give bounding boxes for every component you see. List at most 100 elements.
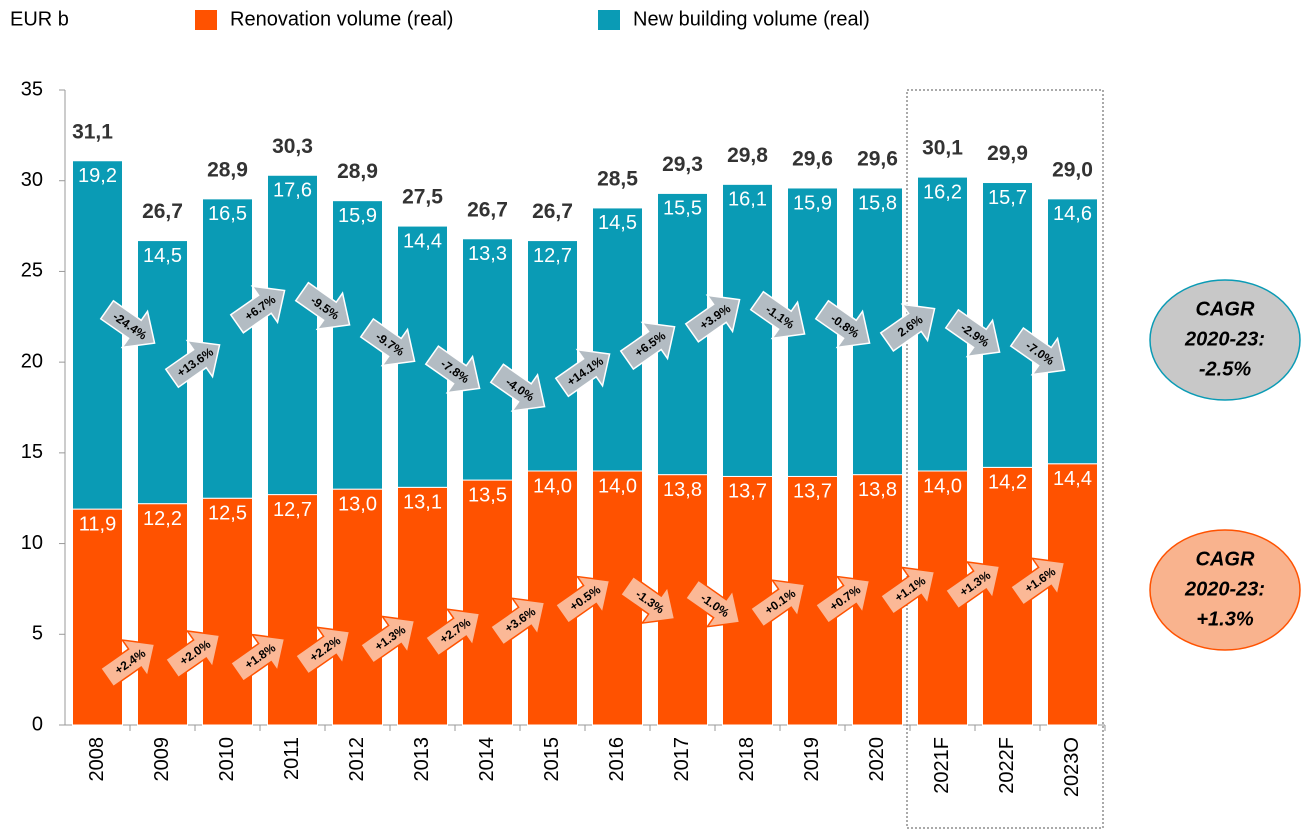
- arrow-shape: [619, 321, 676, 371]
- cagr-text: -2.5%: [1199, 358, 1251, 380]
- arrow-shape: [684, 579, 741, 628]
- x-tick-label: 2013: [411, 737, 433, 782]
- bar-segment: [397, 486, 448, 726]
- forecast-box: [906, 89, 1104, 829]
- total-label: 28,5: [597, 167, 638, 190]
- bar-segment: [202, 497, 253, 726]
- total-label: 29,0: [1052, 158, 1093, 181]
- arrow-shape: [554, 348, 611, 398]
- value-label: 16,2: [923, 181, 962, 203]
- bar-segment: [72, 508, 123, 726]
- total-label: 29,6: [857, 148, 898, 171]
- x-tick-label: 2014: [476, 737, 498, 782]
- legend-label: Renovation volume (real): [230, 8, 453, 30]
- y-tick-label: 30: [21, 169, 43, 191]
- total-label: 26,7: [142, 200, 183, 223]
- arrow-shape: [359, 615, 416, 665]
- total-label: 29,8: [727, 144, 768, 167]
- legend-swatch: [195, 10, 217, 30]
- value-label: 11,9: [79, 513, 116, 535]
- y-tick-label: 10: [21, 532, 43, 554]
- value-label: 14,0: [598, 475, 637, 497]
- value-label: 14,2: [988, 472, 1027, 494]
- bar-segment: [72, 160, 123, 510]
- total-label: 26,7: [532, 200, 573, 223]
- cagr-text: 2020-23:: [1184, 328, 1265, 350]
- x-tick-label: 2021F: [931, 737, 953, 794]
- bar-segment: [267, 494, 318, 726]
- value-label: 14,0: [923, 475, 962, 497]
- arrow-shape: [879, 303, 936, 352]
- arrow-shape: [814, 575, 871, 625]
- value-label: 13,0: [338, 493, 377, 515]
- total-label: 29,9: [987, 142, 1028, 165]
- growth-arrow: +2.4%: [99, 639, 156, 688]
- bar-segment: [527, 240, 578, 472]
- x-tick-label: 2019: [801, 737, 823, 782]
- y-tick-label: 0: [32, 713, 43, 735]
- total-label: 28,9: [337, 160, 378, 183]
- arrow-shape: [944, 561, 1001, 610]
- legend-swatch: [598, 10, 620, 30]
- arrow-shape: [1009, 326, 1066, 376]
- bar-segment: [1047, 463, 1098, 726]
- bar-segment: [462, 479, 513, 726]
- value-label: 13,5: [468, 484, 507, 506]
- arrow-shape: [229, 285, 286, 334]
- value-label: 15,9: [793, 192, 832, 214]
- arrow-shape: [944, 308, 1001, 358]
- value-label: 16,5: [208, 203, 247, 225]
- arrow-shape: [294, 281, 351, 331]
- cagr-text: +1.3%: [1196, 608, 1253, 630]
- arrow-shape: [619, 575, 676, 625]
- total-label: 30,1: [922, 137, 963, 160]
- growth-arrow: -9.5%: [294, 281, 351, 331]
- cagr-bubble: [1149, 279, 1301, 401]
- unit-label: EUR b: [10, 8, 69, 30]
- arrow-shape: [424, 345, 481, 394]
- x-tick-label: 2012: [346, 737, 368, 782]
- y-tick-label: 15: [21, 441, 43, 463]
- x-tick-label: 2015: [541, 737, 563, 782]
- bar-segment: [137, 503, 188, 726]
- x-tick-label: 2022F: [996, 737, 1018, 794]
- arrow-shape: [164, 629, 221, 679]
- arrow-shape: [749, 290, 806, 340]
- value-label: 13,8: [663, 479, 702, 501]
- value-label: 14,5: [598, 212, 637, 234]
- total-label: 30,3: [272, 135, 313, 158]
- x-tick-label: 2008: [86, 737, 108, 782]
- x-tick-label: 2016: [606, 737, 628, 782]
- total-label: 29,6: [792, 148, 833, 171]
- total-label: 26,7: [467, 198, 508, 221]
- total-label: 27,5: [402, 186, 443, 209]
- x-tick-label: 2010: [216, 737, 238, 782]
- y-tick-label: 20: [21, 350, 43, 372]
- value-label: 14,0: [533, 475, 572, 497]
- value-label: 12,7: [273, 499, 312, 521]
- value-label: 13,1: [403, 492, 442, 514]
- x-tick-label: 2011: [281, 737, 303, 780]
- x-tick-label: 2009: [151, 737, 173, 782]
- value-label: 14,4: [403, 230, 442, 252]
- total-label: 28,9: [207, 158, 248, 181]
- cagr-bubble: [1149, 529, 1301, 651]
- bar-segment: [722, 183, 773, 477]
- arrow-shape: [814, 299, 871, 349]
- cagr-text: CAGR: [1196, 298, 1255, 320]
- bar-segment: [1047, 198, 1098, 465]
- value-label: 15,8: [858, 192, 897, 214]
- arrow-shape: [879, 566, 936, 616]
- cagr-text: 2020-23:: [1184, 578, 1265, 600]
- value-label: 16,1: [728, 189, 767, 211]
- legend-label: New building volume (real): [633, 8, 870, 30]
- y-tick-label: 5: [32, 623, 43, 645]
- value-label: 13,7: [793, 481, 832, 503]
- total-label: 29,3: [662, 153, 703, 176]
- x-tick-label: 2020: [866, 737, 888, 782]
- arrow-shape: [99, 299, 156, 349]
- value-label: 14,5: [143, 245, 182, 267]
- value-label: 15,7: [988, 187, 1027, 209]
- y-tick-label: 25: [21, 260, 43, 282]
- arrow-shape: [749, 579, 806, 628]
